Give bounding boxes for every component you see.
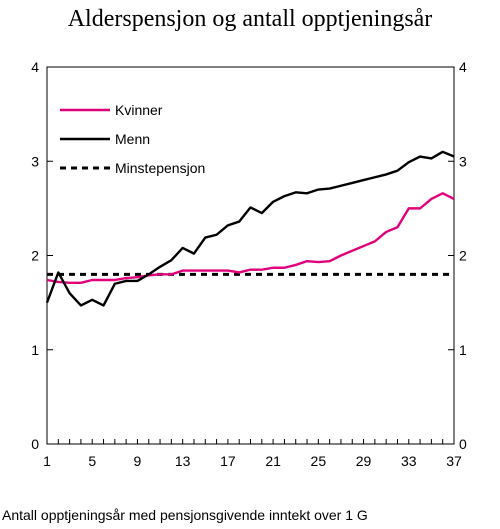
chart-title: Alderspensjon og antall opptjeningsår (68, 6, 433, 32)
legend-label-kvinner: Kvinner (115, 102, 163, 118)
x-tick-label: 21 (265, 453, 281, 469)
y-tick-right-label: 3 (459, 153, 467, 169)
y-tick-right-label: 2 (459, 248, 467, 264)
x-tick-label: 17 (220, 453, 236, 469)
series-lines (45, 150, 455, 307)
legend-label-minstepensjon: Minstepensjon (115, 160, 205, 176)
x-tick-label: 13 (175, 453, 191, 469)
y-tick-left-label: 3 (31, 153, 39, 169)
legend: Kvinner Menn Minstepensjon (60, 102, 205, 176)
x-tick-label: 9 (134, 453, 142, 469)
y-tick-right-label: 0 (459, 436, 467, 452)
x-tick-label: 29 (356, 453, 372, 469)
x-axis-label: Antall opptjeningsår med pensjonsgivende… (2, 507, 368, 523)
x-tick-label: 5 (88, 453, 96, 469)
series-line-menn (45, 150, 455, 307)
y-tick-left-label: 2 (31, 248, 39, 264)
y-tick-left-label: 0 (31, 436, 39, 452)
y-tick-right-label: 1 (459, 342, 467, 358)
y-tick-right-label: 4 (459, 59, 467, 75)
y-tick-left-label: 4 (31, 59, 39, 75)
legend-label-menn: Menn (115, 131, 150, 147)
x-tick-label: 37 (446, 453, 462, 469)
y-tick-left-label: 1 (31, 342, 39, 358)
x-tick-label: 33 (401, 453, 417, 469)
series-line-kvinner (46, 192, 455, 285)
x-tick-label: 25 (311, 453, 327, 469)
x-tick-label: 1 (43, 453, 51, 469)
plot-area (46, 66, 455, 445)
